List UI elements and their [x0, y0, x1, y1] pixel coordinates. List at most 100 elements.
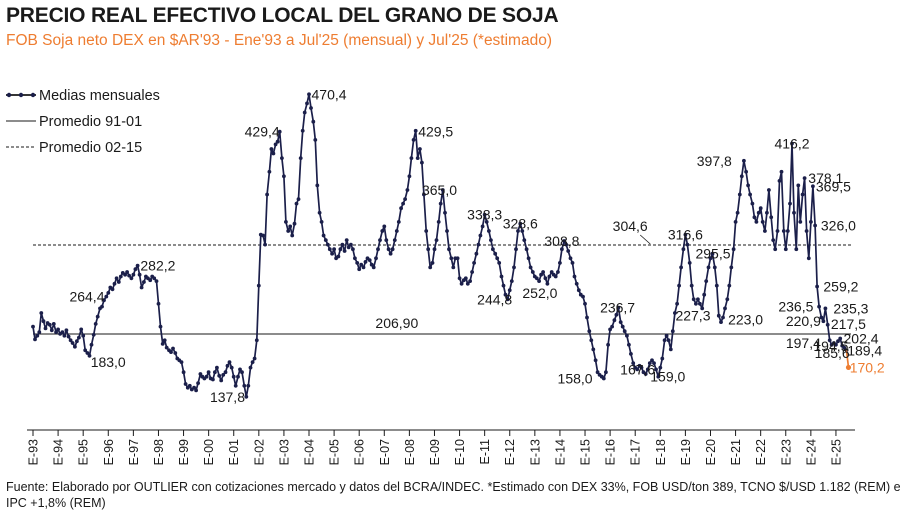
data-point [39, 311, 44, 315]
data-point [765, 210, 769, 215]
data-point [135, 263, 140, 268]
data-point [712, 265, 717, 270]
chart-subtitle: FOB Soja neto DEX en $AR'93 - Ene'93 a J… [6, 32, 552, 49]
x-tick-label: E-04 [303, 439, 317, 465]
data-point [545, 281, 550, 286]
data-point [514, 247, 518, 252]
data-point [627, 342, 631, 347]
data-point [457, 276, 462, 281]
data-point [516, 229, 520, 233]
data-point [838, 336, 843, 341]
data-point [302, 110, 307, 115]
x-tick-label: E-01 [227, 439, 241, 465]
data-point [327, 247, 332, 252]
data-label: 338,3 [467, 207, 502, 223]
data-point [804, 229, 809, 233]
data-point [731, 247, 736, 252]
data-point [823, 306, 828, 311]
data-label: 220,9 [786, 313, 821, 329]
data-point [104, 294, 109, 299]
data-point [505, 297, 510, 302]
data-point [656, 374, 661, 379]
data-point [79, 327, 84, 332]
x-tick-label: E-10 [453, 439, 467, 465]
x-tick-label: E-95 [77, 439, 91, 465]
data-point [806, 256, 811, 261]
data-point [760, 220, 765, 224]
data-point [501, 283, 506, 288]
data-point [825, 322, 830, 327]
data-point [376, 247, 380, 252]
data-point [129, 276, 134, 281]
data-label: 295,5 [695, 246, 730, 262]
data-point [219, 378, 224, 383]
data-point [771, 238, 776, 243]
data-point [539, 272, 543, 277]
data-point [821, 319, 826, 324]
data-label: 328,6 [503, 216, 538, 232]
data-point [476, 242, 481, 247]
data-point [727, 283, 732, 288]
data-point [459, 281, 464, 286]
data-point [587, 329, 592, 334]
data-label: 217,5 [831, 316, 866, 332]
data-point [196, 381, 201, 385]
data-point [294, 201, 299, 206]
data-point [660, 356, 665, 361]
data-point [566, 249, 571, 253]
data-point [493, 251, 498, 256]
data-point [647, 361, 652, 365]
data-point [468, 279, 472, 283]
data-point [748, 192, 752, 197]
data-point [482, 212, 487, 217]
legend-marker [6, 92, 12, 98]
data-point [288, 224, 293, 229]
data-point [779, 169, 784, 174]
chart-footer: Fuente: Elaborado por OUTLIER con cotiza… [6, 480, 901, 510]
x-axis: E-93 E-94 E-95 E-96 E-97 E-98 E-99 E-00 E-01 E-02… [27, 429, 855, 465]
data-point [390, 247, 395, 252]
data-point [41, 319, 46, 324]
data-point [556, 270, 560, 274]
data-point [420, 160, 424, 165]
data-point [704, 279, 709, 283]
data-point [321, 233, 326, 238]
x-tick-label: E-19 [679, 439, 693, 465]
data-point [382, 224, 387, 229]
data-point [363, 260, 368, 264]
x-tick-label: E-20 [704, 439, 718, 465]
data-point [305, 101, 309, 106]
data-point [689, 283, 694, 288]
data-point [91, 332, 96, 337]
data-point [47, 322, 52, 327]
data-point [813, 223, 817, 228]
series-layer [31, 92, 852, 399]
data-point [465, 281, 470, 286]
data-point [484, 220, 489, 224]
data-point [622, 329, 627, 334]
data-label: 170,2 [850, 360, 885, 376]
data-point [158, 324, 163, 329]
data-point [591, 347, 596, 352]
data-point [610, 324, 614, 329]
data-point [332, 247, 336, 252]
data-point [729, 265, 734, 270]
data-point [139, 285, 144, 290]
data-point [777, 179, 782, 183]
data-point [472, 261, 476, 265]
data-point [509, 279, 514, 283]
data-point [654, 367, 658, 372]
data-label: 429,4 [245, 124, 280, 140]
data-point [355, 261, 360, 265]
data-point [116, 280, 121, 284]
legend-label: Promedio 91-01 [39, 114, 142, 130]
data-point [407, 174, 412, 179]
data-point [474, 251, 479, 256]
data-point [211, 377, 215, 382]
data-point [133, 267, 138, 272]
x-tick-label: E-05 [328, 439, 342, 465]
data-point [526, 256, 531, 261]
data-point [250, 360, 255, 364]
data-point [160, 342, 165, 346]
data-point [601, 376, 606, 381]
